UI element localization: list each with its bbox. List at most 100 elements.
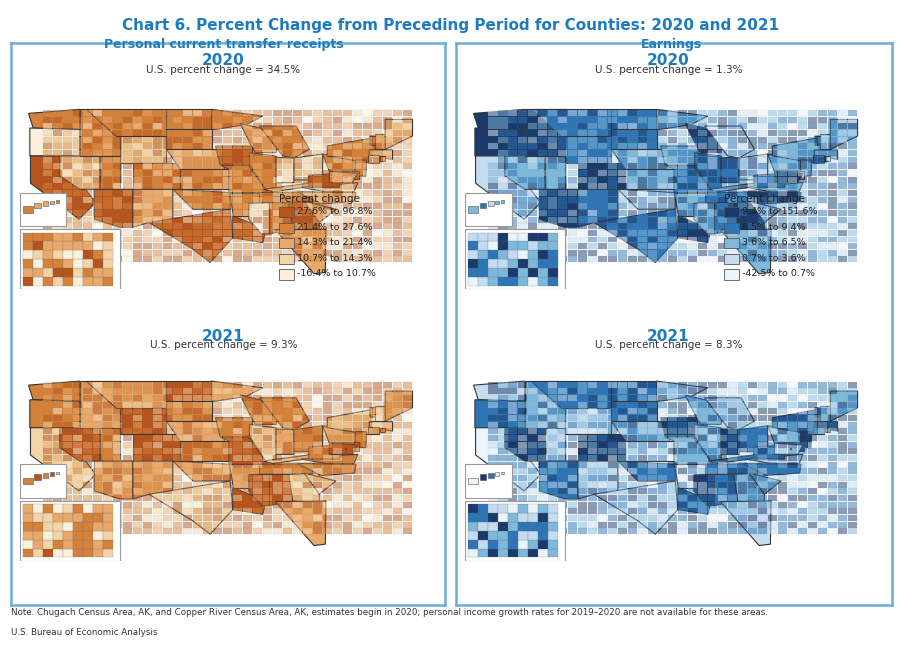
Polygon shape bbox=[558, 435, 568, 441]
Polygon shape bbox=[518, 408, 527, 414]
Polygon shape bbox=[797, 190, 807, 196]
Polygon shape bbox=[528, 521, 538, 527]
Polygon shape bbox=[668, 177, 678, 182]
Polygon shape bbox=[488, 468, 497, 474]
Polygon shape bbox=[193, 197, 202, 203]
Polygon shape bbox=[658, 256, 668, 263]
Polygon shape bbox=[232, 468, 242, 474]
Polygon shape bbox=[538, 448, 548, 454]
Polygon shape bbox=[362, 170, 372, 176]
Polygon shape bbox=[758, 448, 767, 454]
Polygon shape bbox=[598, 501, 607, 508]
Polygon shape bbox=[518, 124, 527, 129]
Polygon shape bbox=[403, 170, 412, 176]
Polygon shape bbox=[548, 382, 558, 388]
Polygon shape bbox=[313, 177, 322, 182]
Polygon shape bbox=[273, 197, 282, 203]
Polygon shape bbox=[313, 515, 322, 521]
Polygon shape bbox=[748, 515, 757, 521]
Polygon shape bbox=[618, 528, 627, 534]
Polygon shape bbox=[538, 277, 548, 286]
Polygon shape bbox=[352, 243, 362, 249]
Polygon shape bbox=[768, 230, 777, 236]
Polygon shape bbox=[33, 540, 43, 549]
Polygon shape bbox=[598, 382, 607, 388]
Polygon shape bbox=[63, 183, 72, 189]
Polygon shape bbox=[83, 521, 93, 527]
Polygon shape bbox=[362, 137, 372, 142]
Polygon shape bbox=[588, 190, 597, 196]
Polygon shape bbox=[342, 395, 352, 401]
Polygon shape bbox=[273, 130, 282, 136]
Polygon shape bbox=[538, 549, 548, 558]
Polygon shape bbox=[538, 382, 548, 388]
Polygon shape bbox=[778, 462, 787, 468]
Polygon shape bbox=[768, 203, 777, 209]
Polygon shape bbox=[708, 521, 717, 527]
Polygon shape bbox=[53, 163, 62, 170]
Polygon shape bbox=[362, 203, 372, 209]
Polygon shape bbox=[113, 462, 123, 468]
Polygon shape bbox=[373, 157, 382, 162]
Polygon shape bbox=[578, 501, 587, 508]
Polygon shape bbox=[63, 428, 72, 434]
Polygon shape bbox=[263, 237, 272, 243]
Polygon shape bbox=[203, 462, 212, 468]
Polygon shape bbox=[183, 488, 192, 494]
Polygon shape bbox=[797, 395, 807, 401]
Polygon shape bbox=[787, 481, 797, 488]
Polygon shape bbox=[818, 481, 827, 488]
Polygon shape bbox=[528, 183, 538, 189]
Polygon shape bbox=[528, 513, 538, 522]
Polygon shape bbox=[565, 136, 612, 162]
Polygon shape bbox=[33, 259, 43, 268]
Polygon shape bbox=[598, 177, 607, 182]
Polygon shape bbox=[508, 237, 517, 243]
Polygon shape bbox=[303, 203, 312, 209]
Polygon shape bbox=[598, 110, 607, 116]
Polygon shape bbox=[43, 170, 52, 176]
Polygon shape bbox=[628, 203, 637, 209]
Polygon shape bbox=[558, 237, 568, 243]
Polygon shape bbox=[778, 481, 787, 488]
Polygon shape bbox=[362, 163, 372, 170]
Polygon shape bbox=[828, 402, 837, 408]
Polygon shape bbox=[618, 190, 627, 196]
Polygon shape bbox=[303, 110, 312, 116]
Polygon shape bbox=[352, 217, 362, 223]
Polygon shape bbox=[393, 448, 402, 454]
Polygon shape bbox=[232, 408, 242, 414]
Polygon shape bbox=[373, 190, 382, 196]
Polygon shape bbox=[403, 382, 412, 388]
Polygon shape bbox=[103, 540, 113, 549]
Polygon shape bbox=[768, 435, 777, 441]
Polygon shape bbox=[163, 475, 172, 481]
Polygon shape bbox=[93, 259, 103, 268]
Polygon shape bbox=[678, 256, 687, 263]
Polygon shape bbox=[93, 528, 103, 534]
Polygon shape bbox=[383, 210, 392, 216]
Polygon shape bbox=[342, 408, 352, 414]
Polygon shape bbox=[578, 163, 587, 170]
Polygon shape bbox=[93, 232, 103, 241]
Polygon shape bbox=[313, 170, 322, 176]
Polygon shape bbox=[578, 217, 587, 223]
Polygon shape bbox=[608, 183, 617, 189]
Polygon shape bbox=[628, 448, 637, 454]
Bar bbox=[501, 200, 505, 203]
Polygon shape bbox=[133, 189, 173, 227]
Polygon shape bbox=[403, 137, 412, 142]
Polygon shape bbox=[508, 495, 517, 501]
Polygon shape bbox=[718, 130, 727, 136]
Polygon shape bbox=[508, 428, 517, 434]
Polygon shape bbox=[213, 488, 223, 494]
Polygon shape bbox=[63, 488, 72, 494]
Polygon shape bbox=[608, 144, 617, 149]
Polygon shape bbox=[648, 177, 657, 182]
Polygon shape bbox=[797, 197, 807, 203]
Polygon shape bbox=[73, 504, 83, 513]
Polygon shape bbox=[518, 468, 527, 474]
Polygon shape bbox=[283, 197, 292, 203]
Polygon shape bbox=[787, 509, 797, 514]
Polygon shape bbox=[758, 515, 767, 521]
